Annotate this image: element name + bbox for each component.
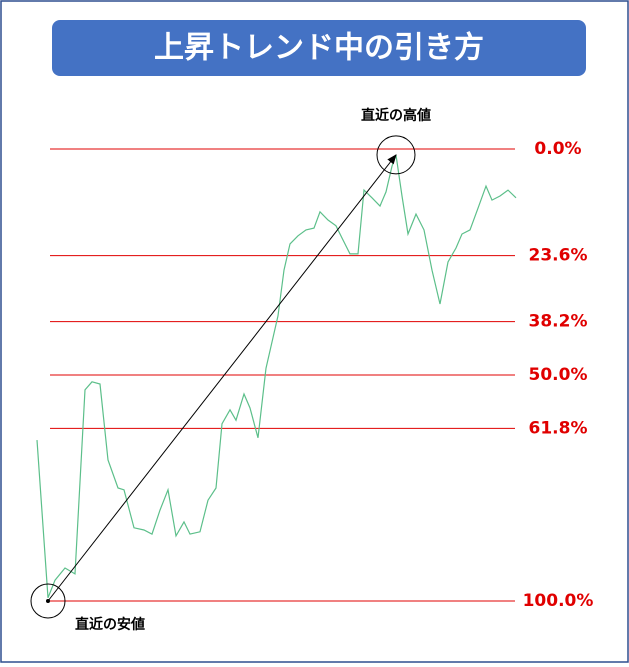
high-circle bbox=[376, 135, 416, 175]
level-label: 0.0% bbox=[534, 139, 581, 159]
chart-title: 上昇トレンド中の引き方 bbox=[154, 31, 484, 66]
high-label: 直近の高値 bbox=[361, 107, 431, 124]
title-box bbox=[52, 20, 586, 76]
level-label: 23.6% bbox=[529, 246, 588, 266]
level-label: 100.0% bbox=[523, 591, 594, 611]
trend-arrow bbox=[47, 154, 397, 602]
price-line bbox=[36, 154, 517, 599]
low-circle bbox=[30, 583, 66, 619]
level-label: 38.2% bbox=[529, 312, 588, 332]
low-label: 直近の安値 bbox=[75, 616, 145, 633]
level-label: 50.0% bbox=[529, 365, 588, 385]
level-label: 61.8% bbox=[529, 418, 588, 438]
